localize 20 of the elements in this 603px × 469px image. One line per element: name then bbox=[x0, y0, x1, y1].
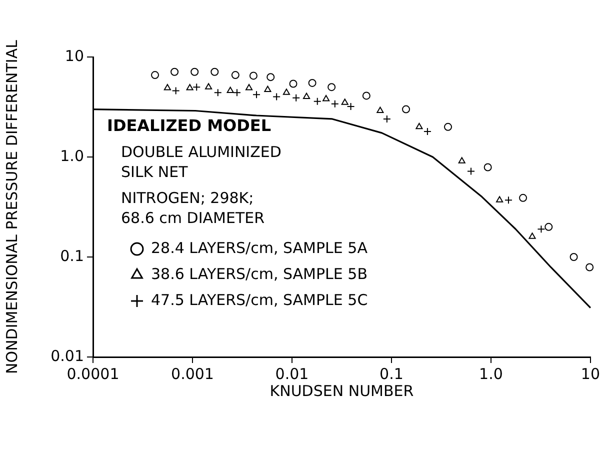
x-tick-label: 0.01 bbox=[275, 364, 309, 383]
y-axis-title: NONDIMENSIONAL PRESSURE DIFFERENTIAL bbox=[2, 39, 21, 374]
y-tick-label: 0.01 bbox=[50, 346, 84, 365]
annotation: NITROGEN; 298K; bbox=[121, 188, 254, 207]
x-tick-label: 0.1 bbox=[380, 364, 404, 383]
legend-label: 47.5 LAYERS/cm, SAMPLE 5C bbox=[151, 290, 368, 309]
legend-label: 28.4 LAYERS/cm, SAMPLE 5A bbox=[151, 238, 368, 257]
x-tick-label: 1.0 bbox=[479, 364, 503, 383]
y-tick-label: 1.0 bbox=[60, 146, 84, 165]
y-tick-label: 10 bbox=[64, 46, 84, 65]
x-tick-label: 0.001 bbox=[171, 364, 214, 383]
y-tick-label: 0.1 bbox=[60, 246, 84, 265]
series-label: IDEALIZED MODEL bbox=[107, 116, 272, 136]
x-tick-label: 10 bbox=[580, 364, 600, 383]
legend-label: 38.6 LAYERS/cm, SAMPLE 5B bbox=[151, 264, 368, 283]
annotation: DOUBLE ALUMINIZED bbox=[121, 142, 282, 161]
annotation: SILK NET bbox=[121, 162, 189, 181]
x-tick-label: 0.0001 bbox=[66, 364, 120, 383]
x-axis-title: KNUDSEN NUMBER bbox=[270, 382, 414, 400]
annotation: 68.6 cm DIAMETER bbox=[121, 208, 265, 227]
